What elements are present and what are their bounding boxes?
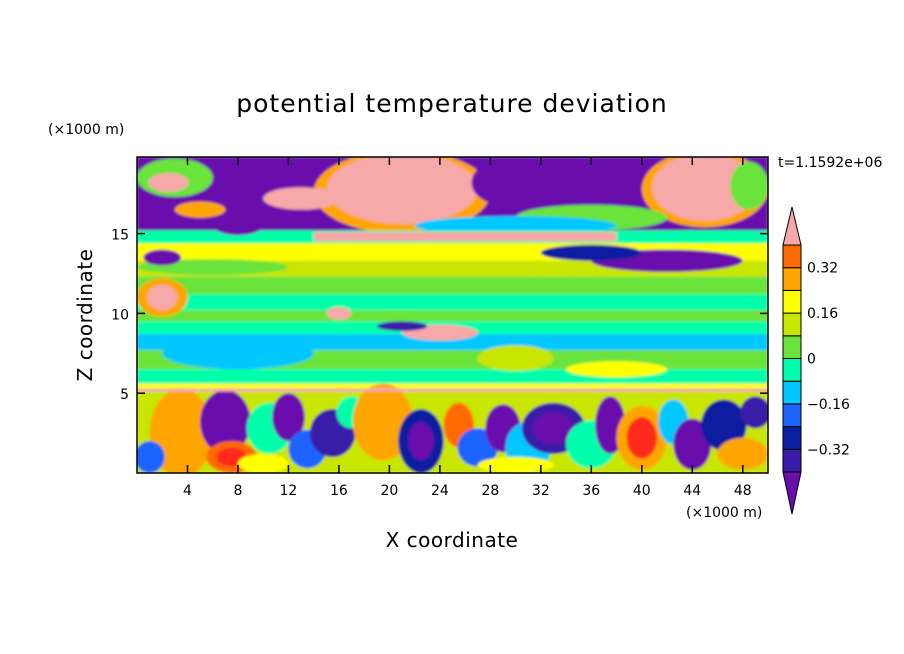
plot-frame	[136, 156, 769, 474]
contour-band	[137, 369, 768, 384]
inversion-line	[137, 388, 768, 392]
x-tick-label: 44	[683, 483, 701, 499]
contour-blob	[162, 337, 314, 370]
contour-blob	[326, 307, 352, 320]
boundary-layer-eddy	[352, 383, 414, 461]
contour-blob	[376, 321, 428, 331]
contour-band	[137, 294, 768, 311]
time-label: t=1.1592e+06	[778, 155, 882, 171]
contour-blob	[263, 187, 339, 210]
colorbar-swatch	[782, 335, 802, 359]
x-tick-label: 32	[532, 483, 550, 499]
contour-blob	[143, 249, 182, 266]
colorbar-tick-label: −0.32	[807, 442, 850, 458]
contour-band	[137, 310, 768, 322]
colorbar-tick-label: 0.32	[807, 261, 838, 277]
colorbar: 0.32 0.16 0 −0.16 −0.32	[782, 206, 850, 515]
colorbar-swatch	[782, 358, 802, 382]
boundary-layer-eddy	[673, 418, 712, 470]
colorbar-swatch	[782, 403, 802, 428]
colorbar-tick-label: 0.16	[807, 306, 838, 322]
y-ticks: 5 10 15	[111, 228, 768, 403]
boundary-layer-eddy	[626, 417, 657, 459]
upper-warm-blob	[651, 157, 758, 221]
chart-title: potential temperature deviation	[236, 89, 667, 118]
boundary-layer-eddy	[533, 412, 574, 445]
x-tick-label: 16	[330, 483, 348, 499]
colorbar-swatch	[782, 244, 802, 269]
colorbar-swatch	[782, 289, 802, 314]
contour-blob	[540, 244, 642, 261]
contour-band	[137, 276, 768, 295]
boundary-layer-eddy	[137, 441, 165, 473]
colorbar-swatch	[782, 267, 802, 291]
contour-blob	[174, 201, 226, 218]
x-tick-label: 24	[431, 483, 449, 499]
colorbar-upper-extension	[782, 206, 802, 246]
colorbar-swatch	[782, 380, 802, 405]
y-tick-label: 10	[111, 307, 129, 323]
colorbar-swatch	[782, 426, 802, 450]
boundary-layer-eddy	[272, 393, 305, 442]
x-tick-label: 40	[633, 483, 651, 499]
contour-band	[137, 383, 768, 391]
x-tick-label: 48	[734, 483, 752, 499]
x-tick-label: 36	[582, 483, 600, 499]
colorbar-tick-label: −0.16	[807, 397, 850, 413]
x-tick-label: 12	[280, 483, 298, 499]
x-tick-label: 28	[481, 483, 499, 499]
contour-blob	[477, 345, 554, 371]
contour-blob	[471, 160, 535, 205]
contour-blob	[566, 361, 668, 378]
contour-blob	[730, 161, 768, 210]
boundary-layer-eddy	[701, 399, 747, 451]
contour-blob	[148, 172, 189, 193]
boundary-layer-eddy	[408, 421, 434, 461]
boundary-layer-eddy	[477, 457, 554, 473]
boundary-layer-eddy	[149, 388, 213, 473]
x-axis-label: X coordinate	[386, 528, 519, 552]
colorbar-swatch	[782, 312, 802, 337]
y-tick-label: 5	[120, 387, 129, 403]
warm-streak	[313, 232, 617, 242]
boundary-layer-eddy	[200, 390, 251, 454]
x-tick-label: 4	[183, 483, 192, 499]
contour-blob	[212, 216, 264, 236]
x-axis-unit: (×1000 m)	[686, 505, 762, 521]
x-tick-label: 20	[380, 483, 398, 499]
colorbar-swatch	[782, 448, 802, 473]
y-axis-unit: (×1000 m)	[48, 122, 124, 138]
y-tick-label: 15	[111, 228, 129, 244]
upper-warm-blob	[326, 157, 478, 225]
y-axis-label: Z coordinate	[73, 249, 97, 382]
colorbar-lower-extension	[782, 471, 802, 515]
boundary-layer-eddy	[740, 396, 768, 429]
contour-field	[137, 157, 768, 473]
contour-blob	[147, 284, 178, 311]
x-tick-label: 8	[233, 483, 242, 499]
colorbar-tick-label: 0	[807, 352, 816, 368]
x-ticks: 4 8 12 16 20 24 28 32 36 40 44 48	[183, 157, 752, 499]
boundary-layer-eddy	[237, 453, 289, 473]
boundary-layer-eddy	[717, 437, 768, 470]
